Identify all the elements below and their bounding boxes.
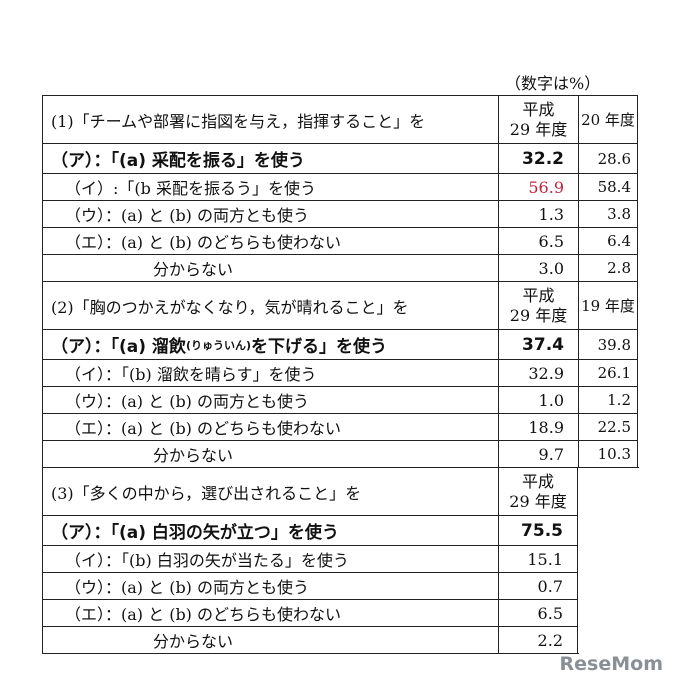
section-2-col-current: 平成 29 年度 [498,281,578,329]
table-row: （イ）:「(b 采配を振るう」を使う 56.9 58.4 [42,173,638,200]
section-1-heading: (1)「チームや部署に指図を与え，指揮すること」を [42,95,498,143]
table-row: （エ）：(a) と (b) のどちらも使わない 6.5 6.4 [42,227,638,254]
table-row: （イ）：「(b) 白羽の矢が当たる」を使う 15.1 [42,545,578,572]
section-1-col-current: 平成 29 年度 [498,95,578,143]
section-1-col-prev: 20 年度 [578,95,638,143]
table-row: （ウ）：(a) と (b) の両方とも使う 0.7 [42,572,578,599]
section-3-heading: (3)「多くの中から，選び出されること」を [42,467,498,515]
section-3-header: (3)「多くの中から，選び出されること」を 平成 29 年度 [42,467,578,515]
resemom-logo: ReseMom [559,653,663,675]
table-row: （ア）：「(a) 采配を振る」を使う 32.2 28.6 [42,143,638,173]
section-2-header: (2)「胸のつかえがなくなり，気が晴れること」を 平成 29 年度 19 年度 [42,281,638,329]
table-row: （ア）：「(a) 白羽の矢が立つ」を使う 75.5 [42,515,578,545]
section-1-header: (1)「チームや部署に指図を与え，指揮すること」を 平成 29 年度 20 年度 [42,95,638,143]
section-2-col-prev: 19 年度 [578,281,638,329]
table-row: （ウ）：(a) と (b) の両方とも使う 1.0 1.2 [42,386,638,413]
table-row: （ウ）：(a) と (b) の両方とも使う 1.3 3.8 [42,200,638,227]
table-row: （エ）：(a) と (b) のどちらも使わない 6.5 [42,599,578,626]
table-row: （イ）：「(b) 溜飲を晴らす」を使う 32.9 26.1 [42,359,638,386]
table-row: （エ）：(a) と (b) のどちらも使わない 18.9 22.5 [42,413,638,440]
table-row: 分からない 2.2 [42,626,578,653]
section-2-heading: (2)「胸のつかえがなくなり，気が晴れること」を [42,281,498,329]
unit-note: （数字は%） [505,74,601,93]
highlight-value: 56.9 [498,173,578,200]
table-row: 分からない 9.7 10.3 [42,440,638,467]
table-row: （ア）：「(a) 溜飲 (りゅういん) を下げる」を使う 37.4 39.8 [42,329,638,359]
section-3-bottom-border [42,653,579,654]
table-row: 分からない 3.0 2.8 [42,254,638,281]
section-3-col-current: 平成 29 年度 [498,467,578,515]
